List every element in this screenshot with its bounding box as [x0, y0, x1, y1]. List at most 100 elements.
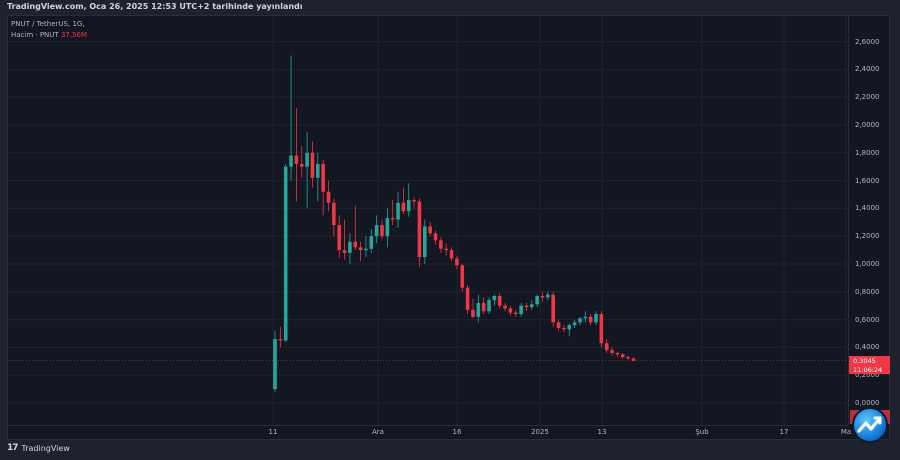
candle[interactable] [380, 219, 384, 239]
candle[interactable] [369, 229, 374, 253]
candle[interactable] [401, 187, 406, 214]
candle[interactable] [332, 198, 336, 237]
candle[interactable] [342, 219, 347, 260]
candle[interactable] [546, 291, 550, 301]
price-tick: 0,8000 [855, 287, 880, 296]
candle[interactable] [348, 233, 352, 264]
candle[interactable] [444, 243, 448, 256]
candle[interactable] [449, 247, 454, 262]
footer-brand[interactable]: 17 TradingView [7, 443, 70, 453]
tradingview-logo-icon: 17 [7, 443, 18, 453]
candle[interactable] [476, 294, 481, 323]
candle[interactable] [631, 357, 636, 362]
candle[interactable] [492, 294, 497, 306]
candle[interactable] [567, 323, 572, 337]
price-tick: 0,2000 [855, 371, 880, 380]
candle[interactable] [615, 351, 620, 358]
candle[interactable] [620, 352, 625, 359]
candle[interactable] [305, 131, 309, 209]
candle[interactable] [374, 215, 379, 244]
candle[interactable] [289, 55, 293, 181]
candle[interactable] [439, 237, 443, 253]
time-axis[interactable] [8, 425, 848, 440]
candle[interactable] [299, 145, 304, 178]
candle[interactable] [316, 152, 320, 202]
chart-legend: PNUT / TetherUS, 1G, Hacim · PNUT 37,56M [11, 19, 87, 41]
candle[interactable] [551, 291, 555, 327]
price-tick: 2,6000 [855, 37, 880, 46]
symbol-line[interactable]: PNUT / TetherUS, 1G, [11, 20, 85, 28]
volume-line[interactable]: Hacim · PNUT 37,56M [11, 30, 87, 41]
candle[interactable] [428, 222, 432, 237]
candle[interactable] [353, 205, 358, 251]
candle[interactable] [519, 302, 523, 317]
trend-arrow-icon [857, 416, 882, 433]
candle[interactable] [487, 297, 491, 315]
price-tick: 0,0000 [855, 399, 880, 407]
candle[interactable] [390, 200, 395, 226]
candle[interactable] [321, 159, 325, 216]
candle[interactable] [294, 108, 299, 202]
price-tick: 1,4000 [855, 204, 880, 213]
volume-label: Hacim · PNUT [11, 31, 59, 39]
candle[interactable] [364, 236, 368, 258]
time-tick: 16 [452, 428, 462, 436]
candle[interactable] [604, 339, 609, 353]
candle[interactable] [508, 305, 513, 316]
brand-name: TradingView [21, 443, 70, 453]
price-tick: 0,4000 [855, 343, 880, 352]
candle[interactable] [481, 297, 486, 315]
candle[interactable] [278, 326, 283, 348]
time-tick: 2025 [531, 428, 549, 436]
candle[interactable] [471, 298, 475, 319]
candle[interactable] [594, 311, 598, 326]
candle[interactable] [540, 291, 545, 302]
candle[interactable] [417, 198, 422, 267]
candle[interactable] [423, 219, 427, 264]
candle[interactable] [396, 191, 400, 228]
candle[interactable] [326, 180, 331, 212]
candle[interactable] [578, 316, 582, 326]
candle[interactable] [273, 330, 277, 392]
candle[interactable] [530, 300, 534, 310]
candle[interactable] [433, 230, 438, 245]
candle[interactable] [583, 311, 588, 323]
chart-frame[interactable] [7, 15, 890, 440]
last-price: 0,3045 [853, 357, 876, 365]
price-tick: 2,0000 [855, 121, 880, 129]
candle[interactable] [572, 319, 577, 328]
candle[interactable] [455, 255, 459, 270]
published-header: TradingView.com, Oca 26, 2025 12:53 UTC+… [7, 2, 303, 11]
candle[interactable] [610, 347, 614, 356]
candle[interactable] [562, 325, 566, 333]
time-tick: 17 [779, 428, 789, 436]
candle[interactable] [513, 309, 518, 317]
candle[interactable] [385, 208, 390, 248]
candle[interactable] [460, 264, 465, 292]
candle[interactable] [465, 284, 470, 315]
candle[interactable] [283, 163, 288, 342]
bar-countdown: 11:06:24 [853, 365, 883, 374]
price-axis[interactable] [848, 15, 891, 425]
candle[interactable] [626, 355, 630, 360]
candle[interactable] [406, 183, 411, 217]
candle[interactable] [497, 293, 502, 309]
price-tick: 0,6000 [855, 315, 880, 324]
candle[interactable] [412, 197, 416, 209]
candle[interactable] [588, 314, 593, 326]
time-tick: 11 [268, 428, 278, 436]
candle[interactable] [358, 241, 363, 262]
candle[interactable] [535, 294, 539, 308]
candle[interactable] [599, 311, 604, 348]
price-tick: 2,4000 [855, 65, 880, 74]
volume-value: 37,56M [60, 31, 88, 39]
last-price-tag: 0,3045 11:06:24 [849, 356, 890, 374]
time-tick: Ma [840, 428, 852, 436]
candle[interactable] [310, 141, 315, 188]
candle[interactable] [524, 302, 529, 312]
candle[interactable] [337, 215, 341, 259]
price-tick: 2,2000 [855, 93, 880, 102]
candle[interactable] [556, 319, 561, 331]
candle[interactable] [503, 302, 507, 312]
